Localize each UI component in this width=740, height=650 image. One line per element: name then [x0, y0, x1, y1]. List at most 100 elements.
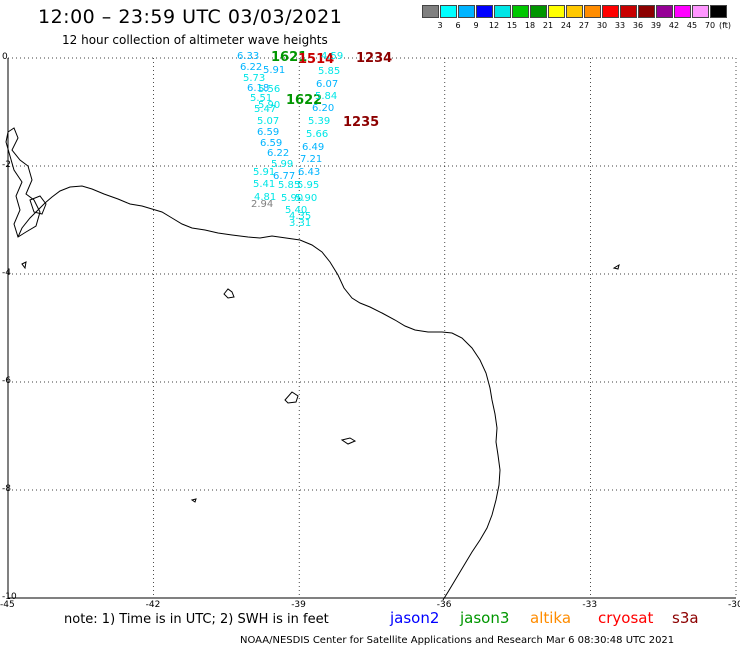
- legend-label-15: 70: [704, 21, 716, 30]
- wave-height-obs: 6.33: [237, 51, 259, 62]
- wave-height-obs: 5.91: [263, 65, 285, 76]
- brazil-coastline: [17, 185, 501, 601]
- wave-height-obs: 5.90: [281, 193, 303, 204]
- wave-height-obs: 5.90: [295, 193, 317, 204]
- legend-swatch-2: [458, 5, 475, 18]
- legend-swatch-5: [512, 5, 529, 18]
- pass-time-label: 1621: [271, 50, 307, 65]
- legend-swatch-6: [530, 5, 547, 18]
- legend-swatch-14: [674, 5, 691, 18]
- wave-height-obs: 5.07: [257, 116, 279, 127]
- note-text: note: 1) Time is in UTC; 2) SWH is in fe…: [64, 612, 329, 627]
- wave-height-obs: 6.20: [312, 103, 334, 114]
- wave-height-obs: 6.59: [257, 127, 279, 138]
- legend-label-14: 45: [686, 21, 698, 30]
- wave-height-obs: 6.59: [260, 138, 282, 149]
- wave-height-obs: 5.85: [318, 66, 340, 77]
- legend-swatch-1: [440, 5, 457, 18]
- lat-tick-label: -4: [2, 268, 11, 278]
- island-3: [340, 437, 357, 445]
- satellite-cryosat: cryosat: [598, 609, 654, 627]
- satellite-altika: altika: [530, 609, 572, 627]
- wave-height-obs: 5.84: [315, 91, 337, 102]
- legend-label-3: 12: [488, 21, 500, 30]
- wave-height-obs: 4.59: [321, 51, 343, 62]
- wave-height-obs: 5.41: [253, 179, 275, 190]
- wave-height-obs: 5.56: [258, 84, 280, 95]
- legend-swatch-0: [422, 5, 439, 18]
- lon-tick-label: -36: [436, 600, 452, 610]
- lon-tick-label: -39: [291, 600, 306, 610]
- legend-label-9: 30: [596, 21, 608, 30]
- lon-tick-label: -30: [728, 600, 740, 610]
- legend-swatch-12: [638, 5, 655, 18]
- legend-label-2: 9: [473, 21, 479, 30]
- legend-color-bar: [422, 5, 731, 18]
- wave-height-obs: 5.95: [297, 180, 319, 191]
- legend-label-11: 36: [632, 21, 644, 30]
- satellite-s3a: s3a: [672, 609, 699, 627]
- wave-height-obs: 6.22: [267, 148, 289, 159]
- wave-height-obs: 5.85: [278, 180, 300, 191]
- map-subtitle: 12 hour collection of altimeter wave hei…: [62, 33, 328, 47]
- legend-label-10: 33: [614, 21, 626, 30]
- island-5: [21, 261, 27, 270]
- legend-swatch-10: [602, 5, 619, 18]
- lon-tick-label: -33: [582, 600, 598, 610]
- legend-label-7: 24: [560, 21, 572, 30]
- wave-height-obs: 6.07: [316, 79, 338, 90]
- legend-swatch-16: [710, 5, 727, 18]
- island-2: [284, 391, 299, 404]
- island-6: [190, 498, 197, 503]
- wave-height-obs: 5.51: [250, 93, 272, 104]
- legend-label-5: 18: [524, 21, 536, 30]
- lon-tick-label: -42: [145, 600, 161, 610]
- amazon-delta: [5, 127, 41, 238]
- island-4: [612, 263, 620, 270]
- legend-swatch-15: [692, 5, 709, 18]
- legend-unit: (ft): [719, 21, 732, 30]
- footer-credit: NOAA/NESDIS Center for Satellite Applica…: [240, 635, 675, 646]
- legend-swatch-3: [476, 5, 493, 18]
- legend-swatch-8: [566, 5, 583, 18]
- legend-swatch-4: [494, 5, 511, 18]
- coastline: [5, 127, 620, 601]
- wave-height-obs: 2.94: [251, 199, 273, 210]
- pass-time-label: 1234: [356, 51, 392, 66]
- pass-time-label: 1622: [286, 93, 322, 108]
- amazon-island: [29, 195, 47, 215]
- legend-label-4: 15: [506, 21, 518, 30]
- map-title: 12:00 – 23:59 UTC 03/03/2021: [38, 6, 343, 28]
- wave-height-obs: 5.47: [254, 104, 276, 115]
- lat-tick-label: -8: [2, 484, 11, 494]
- wave-height-obs: 6.22: [240, 62, 262, 73]
- lat-tick-label: 0: [2, 52, 8, 62]
- legend-labels: 3 6 9 12 15 18 21 24 27 30 33 36 39 42 45 70 (ft): [422, 21, 731, 30]
- lat-tick-label: -10: [2, 592, 17, 602]
- wave-height-obs: 5.90: [258, 100, 280, 111]
- lon-tick-label: -45: [0, 600, 15, 610]
- wave-height-obs: 4.35: [289, 211, 311, 222]
- wave-height-obs: 6.49: [302, 142, 324, 153]
- wave-height-obs: 3.31: [289, 218, 311, 229]
- satellite-jason2: jason2: [390, 609, 440, 627]
- lat-tick-label: -6: [2, 376, 11, 386]
- satellite-jason3: jason3: [460, 609, 510, 627]
- lat-tick-label: -2: [2, 160, 11, 170]
- wave-height-obs: 7.21: [300, 154, 322, 165]
- legend-swatch-13: [656, 5, 673, 18]
- map-grid: [7, 57, 737, 599]
- legend-label-1: 6: [455, 21, 461, 30]
- wave-height-obs: 6.43: [298, 167, 320, 178]
- color-legend: 3 6 9 12 15 18 21 24 27 30 33 36 39 42 45 70 (ft): [422, 5, 731, 30]
- pass-time-label: 1514: [298, 52, 334, 67]
- pass-time-label: 1235: [343, 115, 379, 130]
- legend-label-6: 21: [542, 21, 554, 30]
- wave-height-obs: 6.18: [247, 83, 269, 94]
- wave-height-obs: 5.40: [285, 205, 307, 216]
- wave-height-obs: 6.77: [273, 171, 295, 182]
- legend-label-13: 42: [668, 21, 680, 30]
- legend-swatch-11: [620, 5, 637, 18]
